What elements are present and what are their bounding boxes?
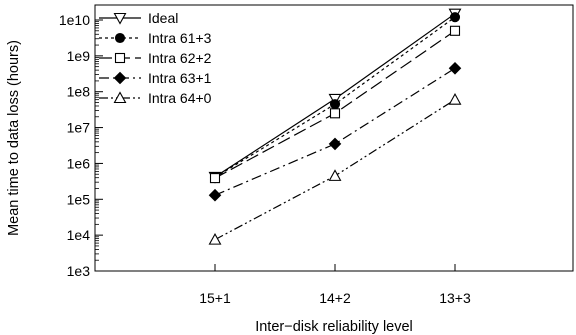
series-point xyxy=(329,99,341,110)
y-tick-label: 1e10 xyxy=(59,12,90,28)
legend-label: Intra 63+1 xyxy=(148,70,212,86)
legend-marker xyxy=(114,32,126,44)
series-point xyxy=(208,188,222,202)
series-point xyxy=(449,25,461,36)
y-axis-ticks: 1e3 1e4 1e5 1e6 1e7 1e8 1e9 1e10 xyxy=(59,12,103,279)
legend-label: Intra 61+3 xyxy=(148,30,212,46)
series-0 xyxy=(208,8,462,184)
x-tick-label: 13+3 xyxy=(439,290,471,306)
series-4 xyxy=(208,93,462,245)
x-tick-label: 15+1 xyxy=(199,290,231,306)
x-axis-ticks: 15+1 14+2 13+3 xyxy=(199,264,471,306)
y-tick-label: 1e8 xyxy=(67,84,91,100)
y-tick-label: 1e7 xyxy=(67,120,91,136)
y-tick-label: 1e6 xyxy=(67,155,91,171)
legend-entry: Ideal xyxy=(99,10,178,26)
legend-label: Intra 64+0 xyxy=(148,90,212,106)
legend-marker xyxy=(113,12,127,25)
legend-marker xyxy=(113,71,127,85)
series-point xyxy=(209,173,221,184)
legend: Ideal Intra 61+3 Intra 62+2 Intra 63+1 Intra… xyxy=(99,10,212,106)
series-point xyxy=(208,232,222,245)
series-line xyxy=(214,67,456,196)
y-axis-title: Mean time to data loss (hours) xyxy=(6,40,22,236)
series-2 xyxy=(209,25,461,184)
series-point xyxy=(448,93,462,105)
legend-label: Intra 62+2 xyxy=(148,50,212,66)
series-layer xyxy=(208,8,462,245)
series-point xyxy=(448,62,462,75)
legend-entry: Intra 63+1 xyxy=(99,70,212,86)
series-point xyxy=(449,12,461,23)
legend-entry: Intra 64+0 xyxy=(99,90,212,106)
series-point xyxy=(328,169,342,181)
legend-entry: Intra 61+3 xyxy=(99,30,212,46)
legend-entry: Intra 62+2 xyxy=(99,50,212,66)
y-tick-label: 1e3 xyxy=(67,263,91,279)
legend-marker xyxy=(114,52,126,64)
series-3 xyxy=(208,62,462,202)
legend-label: Ideal xyxy=(148,10,178,26)
series-point xyxy=(329,108,341,119)
x-tick-label: 14+2 xyxy=(319,290,351,306)
series-point xyxy=(328,137,342,151)
y-tick-label: 1e4 xyxy=(67,227,91,243)
x-axis-title: Inter−disk reliability level xyxy=(255,319,413,335)
y-tick-label: 1e9 xyxy=(67,48,91,64)
legend-marker xyxy=(113,91,127,104)
y-tick-label: 1e5 xyxy=(67,191,91,207)
